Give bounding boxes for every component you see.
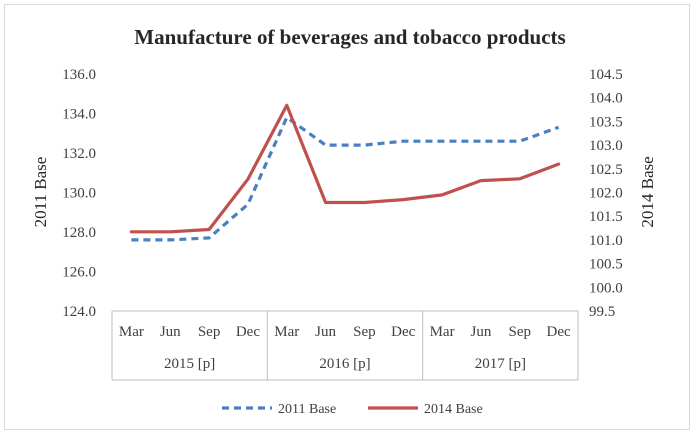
y-right-tick-label: 104.5 <box>589 67 623 83</box>
y-left-tick-label: 126.0 <box>62 265 96 281</box>
x-tick-label: Sep <box>509 324 532 340</box>
x-group-label: 2015 [p] <box>164 356 215 372</box>
y-right-tick-label: 101.5 <box>589 209 623 225</box>
x-tick-label: Dec <box>236 324 260 340</box>
series-line-2011-base <box>131 115 560 242</box>
y-left-tick-label: 128.0 <box>62 225 96 241</box>
y-left-tick-label: 130.0 <box>62 186 96 202</box>
x-tick-label: Dec <box>391 324 415 340</box>
y-right-tick-label: 103.5 <box>589 114 623 130</box>
y-right-tick-label: 100.0 <box>589 280 623 296</box>
y-right-tick-label: 100.5 <box>589 257 623 273</box>
x-tick-label: Jun <box>470 324 491 340</box>
x-tick-label: Mar <box>274 324 299 340</box>
y-left-tick-label: 134.0 <box>62 107 96 123</box>
x-tick-label: Dec <box>547 324 571 340</box>
y-right-tick-label: 102.5 <box>589 162 623 178</box>
y-left-tick-label: 132.0 <box>62 146 96 162</box>
x-tick-label: Sep <box>353 324 376 340</box>
y-left-tick-label: 124.0 <box>62 304 96 320</box>
chart-frame <box>4 4 690 430</box>
x-tick-label: Mar <box>119 324 144 340</box>
x-tick-label: Jun <box>315 324 336 340</box>
y-left-axis-label: 2011 Base <box>31 157 50 228</box>
legend-label: 2011 Base <box>278 402 336 417</box>
y-right-tick-label: 102.0 <box>589 186 623 202</box>
x-tick-label: Sep <box>198 324 221 340</box>
chart-title: Manufacture of beverages and tobacco pro… <box>134 25 565 49</box>
x-group-label: 2016 [p] <box>319 356 370 372</box>
y-right-tick-label: 99.5 <box>589 304 615 320</box>
y-right-tick-label: 103.0 <box>589 138 623 154</box>
y-left-tick-label: 136.0 <box>62 67 96 83</box>
x-tick-label: Mar <box>430 324 455 340</box>
x-tick-label: Jun <box>160 324 181 340</box>
series-line-2014-base <box>129 103 561 234</box>
y-right-axis-label: 2014 Base <box>638 156 657 227</box>
y-right-tick-label: 101.0 <box>589 233 623 249</box>
y-right-tick-label: 104.0 <box>589 91 623 107</box>
x-group-label: 2017 [p] <box>475 356 526 372</box>
legend-label: 2014 Base <box>424 402 483 417</box>
